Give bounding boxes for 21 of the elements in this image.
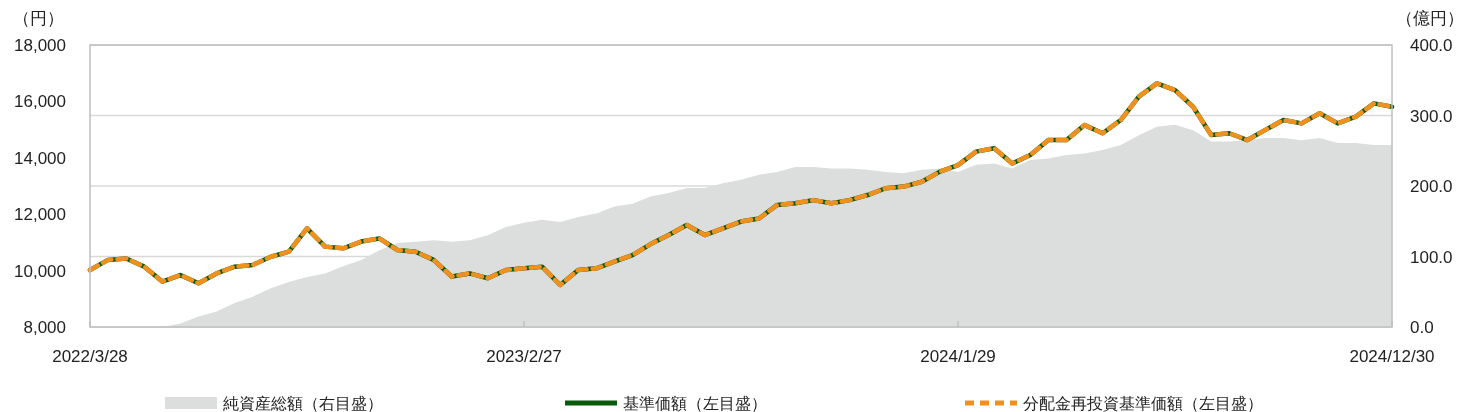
line-series [87, 81, 1395, 288]
y-tick-label: 16,000 [14, 92, 66, 112]
y2-tick-label: 0.0 [1410, 318, 1434, 337]
y2-tick-label: 200.0 [1410, 177, 1453, 196]
legend-label: 分配金再投資基準価額（左目盛） [1023, 395, 1263, 412]
x-tick-label: 2024/1/29 [920, 347, 996, 366]
y2-tick-label: 400.0 [1410, 36, 1453, 55]
x-tick-label: 2023/2/27 [486, 347, 562, 366]
y-tick-label: 14,000 [14, 148, 66, 168]
legend-label: 純資産総額（右目盛） [223, 395, 383, 412]
legend-label: 基準価額（左目盛） [623, 395, 767, 412]
y-tick-label: 12,000 [14, 205, 66, 225]
y2-tick-label: 300.0 [1410, 106, 1453, 126]
y2-tick-label: 100.0 [1410, 247, 1453, 267]
y-axis-title: （円） [12, 9, 64, 28]
y-tick-label: 18,000 [14, 36, 66, 55]
y-tick-label: 10,000 [14, 261, 66, 281]
y-tick-label: 8,000 [23, 318, 66, 337]
y2-axis-title: （億円） [1396, 9, 1457, 28]
x-tick-label: 2022/3/28 [52, 347, 128, 366]
x-tick-label: 2024/12/30 [1349, 347, 1435, 366]
